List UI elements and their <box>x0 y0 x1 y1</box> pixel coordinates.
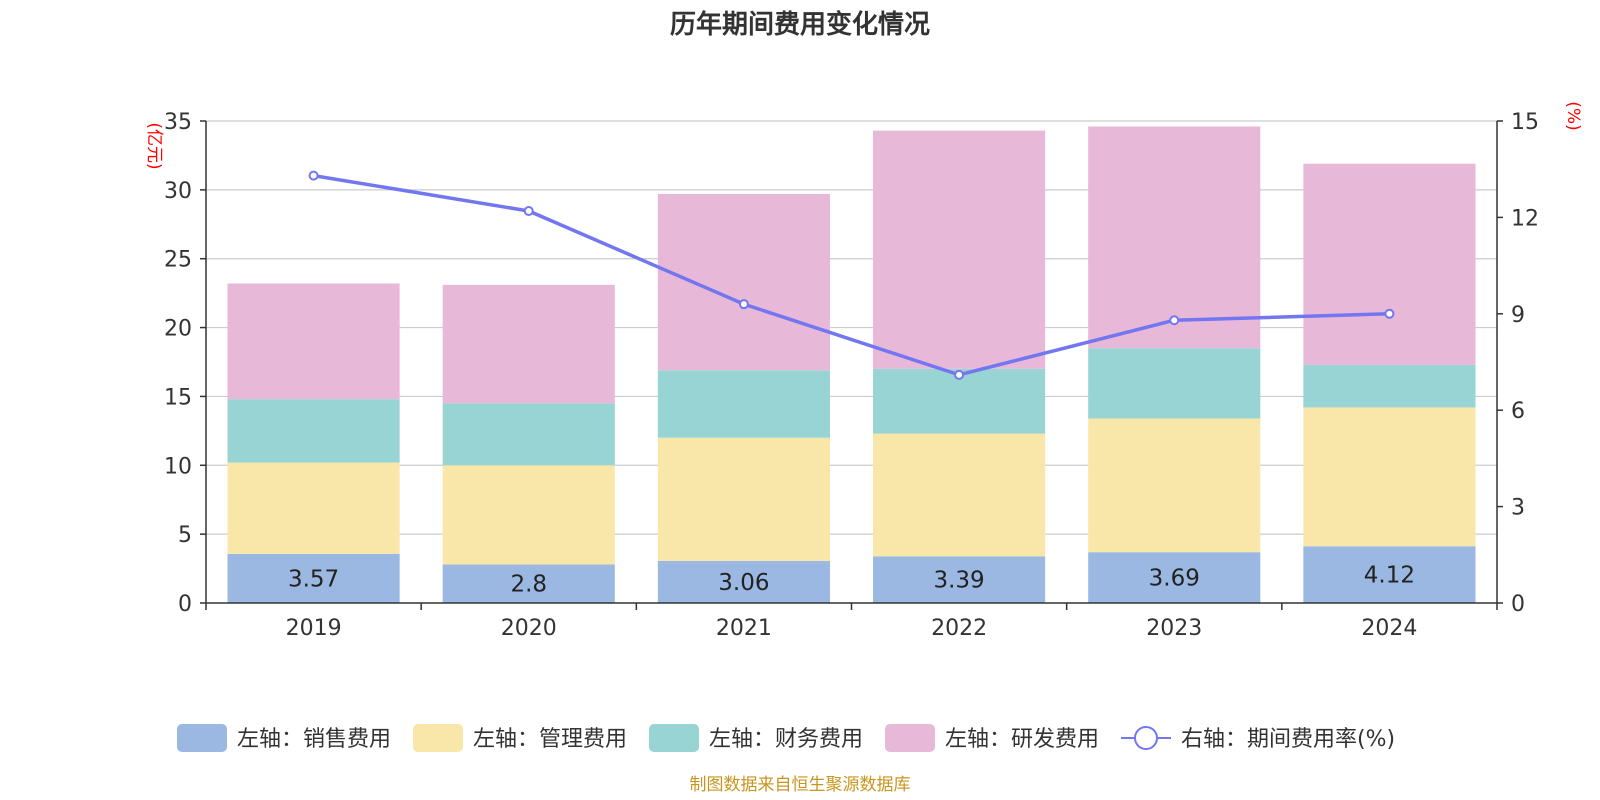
legend-label: 左轴：财务费用 <box>709 727 863 752</box>
x-tick-label: 2024 <box>1361 616 1417 641</box>
bar-segment-3 <box>442 403 615 466</box>
rate-point <box>1384 308 1395 319</box>
bar-segment-1 <box>657 560 830 603</box>
left-tick-label: 0 <box>178 592 192 617</box>
legend-label: 左轴：销售费用 <box>237 727 391 752</box>
left-tick-label: 25 <box>164 248 192 273</box>
legend-swatch <box>177 724 227 752</box>
bar-segment-2 <box>873 433 1046 557</box>
legend-marker-icon <box>1134 726 1158 750</box>
bar-segment-1 <box>1303 546 1476 603</box>
bar-segment-2 <box>1088 418 1261 553</box>
bar-segment-1 <box>873 556 1046 603</box>
x-tick-label: 2023 <box>1146 616 1202 641</box>
rate-point <box>308 170 319 181</box>
x-tick-label: 2022 <box>931 616 987 641</box>
left-axis-unit: (亿元) <box>144 122 164 169</box>
legend-label: 左轴：管理费用 <box>473 727 627 752</box>
bars: 3.57 2.8 3.06 3.39 3.69 4.12 <box>227 126 1476 603</box>
legend-swatch <box>413 724 463 752</box>
legend-label: 右轴：期间费用率(%) <box>1181 727 1395 752</box>
legend-swatch <box>885 724 935 752</box>
gridlines <box>206 120 1497 535</box>
chart-title: 历年期间费用变化情况 <box>670 9 930 40</box>
left-tick-label: 10 <box>164 454 192 479</box>
bar-segment-4 <box>1088 126 1261 349</box>
bar-value-label: 3.69 <box>1149 566 1200 592</box>
bar-segment-2 <box>1303 407 1476 547</box>
right-tick-label: 9 <box>1511 303 1525 328</box>
source-note: 制图数据来自恒生聚源数据库 <box>690 775 911 795</box>
rate-point <box>738 299 749 310</box>
bar-segment-1 <box>1088 552 1261 603</box>
right-tick-label: 0 <box>1511 592 1525 617</box>
left-tick-label: 35 <box>164 110 192 135</box>
bar-segment-1 <box>442 564 615 603</box>
bar-segment-1 <box>227 553 400 603</box>
left-tick-label: 5 <box>178 523 192 548</box>
left-tick-label: 15 <box>164 385 192 410</box>
rate-line-path <box>313 173 1390 377</box>
bar-segment-4 <box>227 283 400 400</box>
bar-segment-3 <box>1088 348 1261 419</box>
legend: 左轴：销售费用 左轴：管理费用 左轴：财务费用 左轴：研发费用 右轴：期间费用率(%) <box>177 724 1395 752</box>
bar-segment-2 <box>227 462 400 554</box>
x-tick-label: 2019 <box>286 616 342 641</box>
rate-point <box>954 369 965 380</box>
axes: 0 5 10 15 20 25 30 35 0 3 6 9 12 15 2019 2020 2021 2022 20… <box>164 110 1539 641</box>
bar-value-label: 2.8 <box>510 572 547 598</box>
right-tick-label: 12 <box>1511 206 1539 231</box>
x-tick-label: 2021 <box>716 616 772 641</box>
legend-label: 左轴：研发费用 <box>945 727 1099 752</box>
bar-segment-4 <box>442 284 615 404</box>
bar-value-label: 3.39 <box>933 568 984 594</box>
legend-swatch <box>649 724 699 752</box>
bar-segment-3 <box>657 370 830 438</box>
right-axis-unit: (%) <box>1563 101 1583 130</box>
rate-point <box>1169 315 1180 326</box>
x-tick-label: 2020 <box>501 616 557 641</box>
bar-value-label: 3.57 <box>288 566 339 592</box>
bar-segment-3 <box>227 399 400 463</box>
right-tick-label: 3 <box>1511 496 1525 521</box>
bar-segment-4 <box>873 130 1046 369</box>
expense-rate-line <box>308 170 1395 380</box>
right-tick-label: 6 <box>1511 399 1525 424</box>
rate-point <box>523 205 534 216</box>
bar-value-label: 4.12 <box>1364 563 1415 589</box>
bar-segment-4 <box>1303 163 1476 365</box>
right-tick-label: 15 <box>1511 110 1539 135</box>
bar-segment-2 <box>657 437 830 561</box>
bar-segment-4 <box>657 193 830 371</box>
left-tick-label: 30 <box>164 179 192 204</box>
bar-segment-2 <box>442 465 615 565</box>
bar-segment-3 <box>1303 364 1476 408</box>
left-tick-label: 20 <box>164 317 192 342</box>
bar-value-label: 3.06 <box>718 570 769 596</box>
